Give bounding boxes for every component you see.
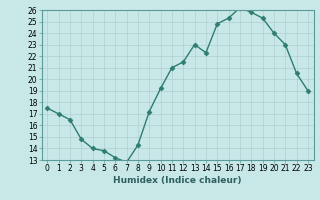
- X-axis label: Humidex (Indice chaleur): Humidex (Indice chaleur): [113, 176, 242, 185]
